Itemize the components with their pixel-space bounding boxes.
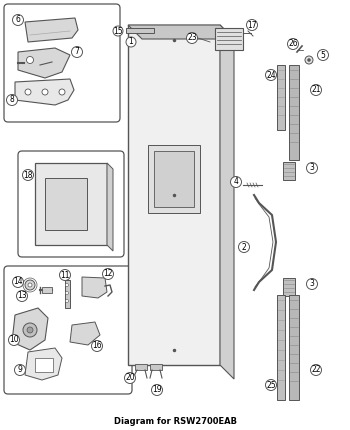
- Text: 14: 14: [13, 277, 23, 286]
- Bar: [35, 358, 53, 372]
- Text: 15: 15: [113, 27, 123, 36]
- Circle shape: [13, 276, 23, 288]
- Text: 19: 19: [152, 386, 162, 394]
- Circle shape: [308, 58, 310, 61]
- Polygon shape: [70, 322, 100, 345]
- Circle shape: [27, 327, 33, 333]
- Circle shape: [28, 283, 32, 287]
- Bar: [128, 25, 220, 365]
- Bar: [42, 287, 52, 293]
- Circle shape: [7, 95, 18, 105]
- Text: 7: 7: [75, 47, 79, 56]
- Bar: [277, 295, 285, 400]
- Text: 3: 3: [309, 163, 314, 172]
- FancyBboxPatch shape: [4, 4, 120, 122]
- Polygon shape: [18, 48, 70, 78]
- Circle shape: [8, 335, 20, 345]
- Circle shape: [42, 89, 48, 95]
- Circle shape: [246, 19, 258, 31]
- Circle shape: [91, 341, 103, 351]
- Polygon shape: [12, 308, 48, 350]
- Bar: [289, 295, 299, 400]
- Circle shape: [266, 380, 276, 390]
- Circle shape: [125, 372, 135, 384]
- Circle shape: [287, 39, 299, 49]
- Bar: [283, 278, 295, 296]
- Circle shape: [71, 46, 83, 58]
- Circle shape: [317, 49, 329, 61]
- Text: 24: 24: [266, 71, 276, 80]
- Circle shape: [16, 291, 28, 301]
- Polygon shape: [25, 348, 62, 380]
- Text: 20: 20: [125, 374, 135, 383]
- Circle shape: [152, 384, 162, 396]
- Polygon shape: [25, 18, 78, 42]
- Circle shape: [14, 365, 26, 375]
- Circle shape: [231, 176, 241, 187]
- Circle shape: [60, 270, 70, 280]
- Circle shape: [23, 323, 37, 337]
- Text: 18: 18: [23, 171, 33, 179]
- Circle shape: [65, 292, 69, 295]
- Circle shape: [307, 163, 317, 173]
- Circle shape: [13, 15, 23, 25]
- Circle shape: [238, 242, 250, 252]
- Polygon shape: [107, 163, 113, 251]
- Circle shape: [27, 56, 34, 64]
- Text: 6: 6: [15, 15, 20, 25]
- Bar: [45, 178, 87, 230]
- Text: 25: 25: [266, 381, 276, 390]
- Text: 5: 5: [321, 50, 326, 59]
- Text: 10: 10: [9, 335, 19, 344]
- Text: Diagram for RSW2700EAB: Diagram for RSW2700EAB: [113, 418, 237, 427]
- Text: 12: 12: [103, 270, 113, 279]
- FancyBboxPatch shape: [18, 151, 124, 257]
- Circle shape: [22, 169, 34, 181]
- FancyBboxPatch shape: [4, 266, 132, 394]
- Bar: [126, 28, 154, 33]
- Polygon shape: [82, 277, 107, 298]
- Bar: [154, 151, 194, 207]
- Text: 21: 21: [311, 86, 321, 95]
- Text: 22: 22: [311, 366, 321, 375]
- Text: 26: 26: [288, 40, 298, 49]
- Polygon shape: [220, 25, 234, 379]
- Circle shape: [307, 279, 317, 289]
- Circle shape: [65, 283, 69, 286]
- Circle shape: [305, 56, 313, 64]
- Text: 1: 1: [129, 37, 133, 46]
- Bar: [35, 163, 107, 245]
- Text: 13: 13: [17, 292, 27, 301]
- Circle shape: [310, 365, 322, 375]
- Bar: [283, 162, 295, 180]
- Text: 4: 4: [233, 178, 238, 187]
- Bar: [150, 364, 162, 370]
- Text: 3: 3: [309, 280, 314, 289]
- Circle shape: [266, 70, 276, 80]
- Bar: [277, 65, 285, 130]
- Circle shape: [113, 26, 123, 36]
- Text: 11: 11: [60, 270, 70, 280]
- Bar: [135, 364, 147, 370]
- Bar: [215, 28, 243, 50]
- Circle shape: [25, 89, 31, 95]
- Circle shape: [187, 33, 197, 43]
- Text: 16: 16: [92, 341, 102, 350]
- Text: 23: 23: [187, 34, 197, 43]
- Bar: [65, 280, 70, 308]
- Polygon shape: [128, 25, 234, 39]
- Circle shape: [126, 37, 136, 47]
- Bar: [289, 65, 299, 160]
- Text: 8: 8: [10, 95, 14, 104]
- Circle shape: [59, 89, 65, 95]
- Circle shape: [103, 268, 113, 280]
- Text: 9: 9: [18, 366, 22, 375]
- Text: 17: 17: [247, 21, 257, 30]
- Polygon shape: [15, 79, 74, 105]
- Circle shape: [25, 280, 35, 290]
- Circle shape: [65, 300, 69, 302]
- Circle shape: [310, 85, 322, 95]
- Bar: [148, 145, 200, 213]
- Text: 2: 2: [241, 243, 246, 252]
